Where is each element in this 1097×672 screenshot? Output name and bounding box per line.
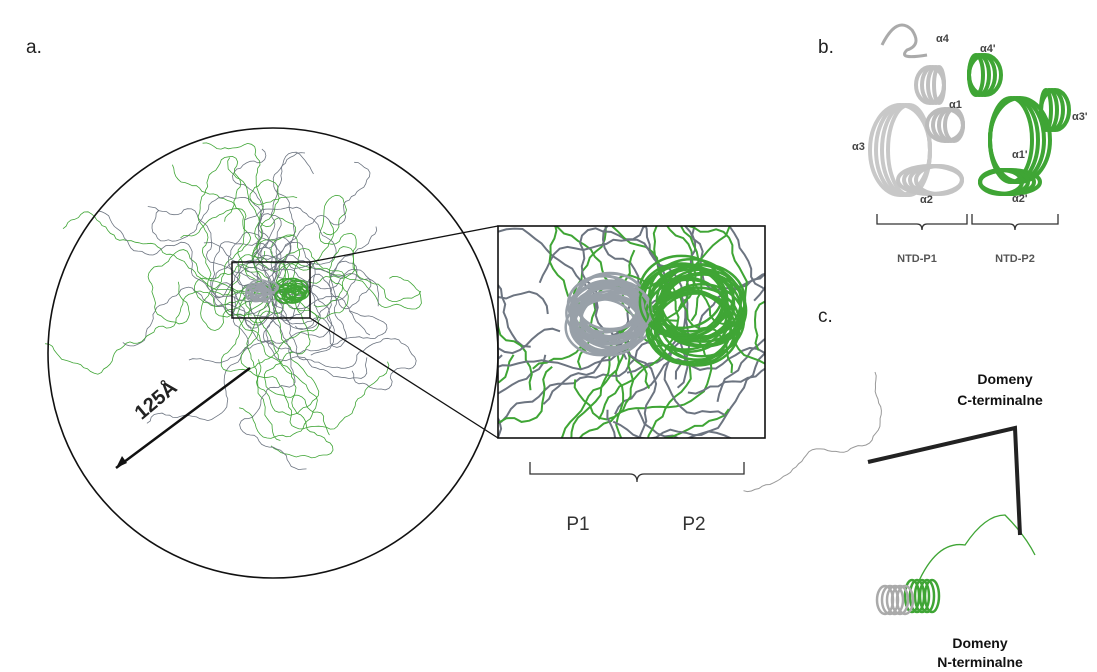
chain — [504, 350, 625, 629]
helix-label: α1 — [949, 99, 962, 111]
domain-label: NTD-P2 — [995, 253, 1035, 265]
chain — [297, 339, 502, 477]
zoom-line — [310, 318, 498, 438]
chain — [63, 212, 270, 294]
chain — [491, 409, 729, 559]
chain — [504, 60, 625, 304]
chain — [915, 515, 1035, 590]
brace — [877, 214, 967, 230]
helix-label: α4 — [936, 33, 950, 45]
loop — [882, 25, 927, 57]
chain — [613, 422, 776, 566]
chain — [423, 237, 548, 346]
chain — [240, 290, 307, 470]
chain — [303, 271, 545, 407]
helix-label: α2' — [1012, 193, 1028, 205]
panel-label: b. — [818, 37, 834, 58]
domain-label: NTD-P1 — [897, 253, 937, 265]
chain — [343, 355, 514, 622]
helix — [945, 109, 963, 141]
brace-label: P1 — [566, 514, 589, 535]
helix-label: α3 — [852, 141, 865, 153]
chain — [755, 298, 992, 439]
n-terminal-label: Domeny — [952, 635, 1007, 651]
brace — [972, 214, 1058, 230]
chain — [744, 372, 882, 492]
radius-label: 125Å — [129, 375, 181, 424]
protein-chain — [744, 372, 1036, 614]
helix-label: α2 — [920, 194, 933, 206]
helix-label: α4' — [980, 43, 996, 55]
zoomed-ensemble — [249, 54, 992, 629]
protein-structure — [870, 25, 1069, 195]
helix-label: α1' — [1012, 149, 1028, 161]
panel-label: c. — [818, 306, 833, 327]
helix-label: α3' — [1072, 111, 1088, 123]
domain-angle — [868, 428, 1020, 535]
radius-arrow — [116, 368, 250, 468]
panel-label: a. — [26, 37, 42, 58]
brace-label: P2 — [682, 514, 705, 535]
figure: 125Å P1 P2 a. b. α4 α4' α1 α3 α1' α3' α2… — [0, 0, 1097, 672]
chain — [542, 94, 635, 353]
n-terminal-label: N-terminalne — [937, 654, 1023, 670]
c-terminal-label: Domeny — [977, 371, 1032, 387]
c-terminal-label: C-terminalne — [957, 392, 1043, 408]
radius-circle — [48, 128, 498, 578]
chain — [45, 284, 270, 374]
brace — [530, 462, 744, 482]
arrow-head — [116, 456, 127, 468]
protein-ensemble — [45, 143, 421, 470]
